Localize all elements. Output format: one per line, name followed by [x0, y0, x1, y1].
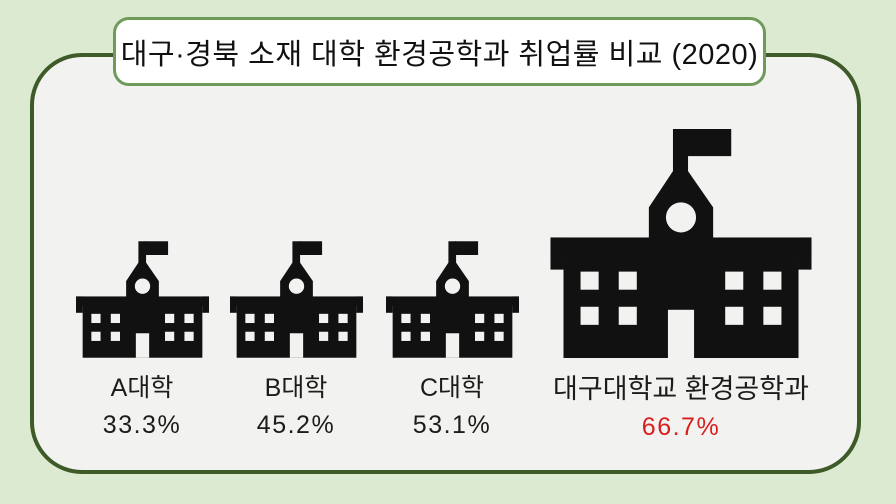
- employment-rate-highlight: 66.7%: [641, 413, 721, 441]
- employment-rate: 33.3%: [102, 411, 182, 439]
- chart-title-box: 대구·경북 소재 대학 환경공학과 취업률 비교 (2020): [113, 17, 766, 86]
- university-name: B대학: [264, 374, 328, 402]
- employment-rate: 53.1%: [412, 411, 492, 439]
- university-name: A대학: [110, 374, 174, 402]
- university-column-daegu: 대구대학교 환경공학과 66.7%: [531, 129, 831, 440]
- university-name: C대학: [419, 374, 485, 402]
- university-name: 대구대학교 환경공학과: [553, 374, 809, 404]
- university-column-c: C대학 53.1%: [362, 241, 542, 438]
- school-building-icon: [386, 241, 519, 358]
- university-column-a: A대학 33.3%: [52, 241, 232, 438]
- employment-rate: 45.2%: [256, 411, 336, 439]
- chart-title: 대구·경북 소재 대학 환경공학과 취업률 비교 (2020): [120, 38, 759, 71]
- school-building-icon: [76, 241, 209, 358]
- university-column-b: B대학 45.2%: [206, 241, 386, 438]
- school-building-icon: [550, 129, 812, 358]
- school-building-icon: [230, 241, 363, 358]
